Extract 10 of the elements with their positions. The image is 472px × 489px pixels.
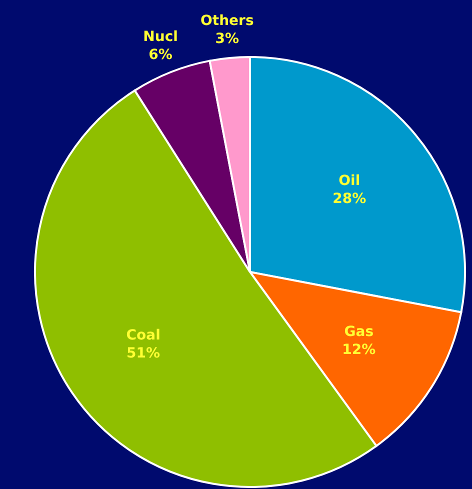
data-label: 28% xyxy=(332,190,366,207)
slice-label: Gas xyxy=(344,324,374,340)
slice-label: Oil xyxy=(338,172,360,189)
slice-label: Others xyxy=(200,13,254,30)
data-label: 3% xyxy=(215,31,240,48)
data-label: 12% xyxy=(342,342,376,358)
slice-label: Nucl xyxy=(143,29,178,46)
data-label: 51% xyxy=(126,346,160,362)
data-label: 6% xyxy=(148,47,172,64)
slice-label: Coal xyxy=(126,328,160,344)
